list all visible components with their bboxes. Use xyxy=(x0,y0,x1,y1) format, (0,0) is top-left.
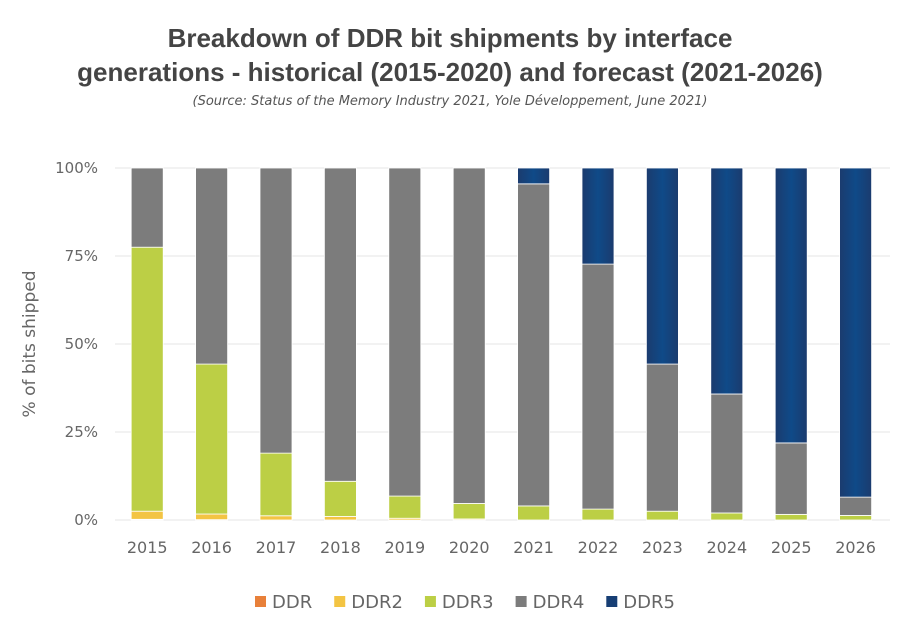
bar-ddr4 xyxy=(581,263,615,510)
bar-ddr5 xyxy=(646,167,679,365)
chart-title-line2: generations - historical (2015-2020) and… xyxy=(77,57,823,87)
bar-ddr3 xyxy=(452,503,486,520)
x-tick-label: 2026 xyxy=(835,538,876,557)
legend-swatch-ddr3 xyxy=(424,596,436,607)
y-tick-label: 100% xyxy=(55,159,98,177)
x-tick-label: 2017 xyxy=(256,538,297,557)
y-tick-label: 75% xyxy=(65,247,98,265)
y-tick-label: 0% xyxy=(74,511,98,529)
bar-ddr3 xyxy=(839,515,872,521)
x-tick-label: 2016 xyxy=(191,538,232,557)
bar-ddr5 xyxy=(774,167,808,444)
chart-subtitle: (Source: Status of the Memory Industry 2… xyxy=(192,94,708,109)
bar-ddr5 xyxy=(517,167,550,185)
bar-ddr3 xyxy=(130,246,164,512)
bar-ddr3 xyxy=(646,510,679,521)
y-tick-label: 25% xyxy=(65,423,98,441)
legend-label-ddr4: DDR4 xyxy=(533,592,585,613)
bar-ddr3 xyxy=(323,480,357,517)
x-tick-label: 2021 xyxy=(513,538,554,557)
bar-ddr5 xyxy=(839,167,872,498)
x-tick-label: 2018 xyxy=(320,538,361,557)
bar-ddr3 xyxy=(259,452,293,517)
bar-ddr4 xyxy=(259,167,293,454)
bar-ddr3 xyxy=(710,512,744,521)
legend-swatch-ddr4 xyxy=(515,596,527,607)
chart-title-line1: Breakdown of DDR bit shipments by interf… xyxy=(167,23,733,53)
x-tick-label: 2015 xyxy=(127,538,168,557)
x-tick-label: 2023 xyxy=(642,538,683,557)
legend-swatch-ddr xyxy=(255,596,266,607)
x-tick-label: 2022 xyxy=(578,538,619,557)
bar-ddr3 xyxy=(774,513,808,521)
bar-ddr5 xyxy=(581,167,615,265)
bar-ddr4 xyxy=(130,167,164,248)
bar-ddr3 xyxy=(388,495,422,519)
bar-ddr4 xyxy=(517,183,550,507)
bar-ddr2 xyxy=(323,516,357,521)
x-tick-label: 2025 xyxy=(771,538,812,557)
bar-ddr3 xyxy=(517,505,550,521)
legend-label-ddr5: DDR5 xyxy=(623,592,675,613)
bar-ddr4 xyxy=(774,442,808,515)
bar-ddr4 xyxy=(839,496,872,516)
legend-swatch-ddr2 xyxy=(334,596,346,607)
legend-label-ddr: DDR xyxy=(272,592,312,613)
bar-ddr2 xyxy=(259,515,293,521)
bar-ddr4 xyxy=(452,167,486,504)
bar-ddr2 xyxy=(130,510,164,520)
x-tick-label: 2019 xyxy=(384,538,425,557)
x-tick-label: 2024 xyxy=(706,538,747,557)
bar-ddr2 xyxy=(195,513,229,521)
legend-label-ddr3: DDR3 xyxy=(442,592,494,613)
y-axis-label: % of bits shipped xyxy=(20,271,40,418)
bar-ddr3 xyxy=(195,363,229,515)
y-tick-label: 50% xyxy=(65,335,98,353)
bar-ddr3 xyxy=(581,508,615,521)
bar-ddr4 xyxy=(323,167,357,482)
bar-ddr4 xyxy=(646,363,679,512)
bar-ddr4 xyxy=(388,167,422,497)
x-tick-label: 2020 xyxy=(449,538,490,557)
legend-swatch-ddr5 xyxy=(606,596,618,607)
bar-ddr4 xyxy=(710,393,744,514)
bar-ddr4 xyxy=(195,167,229,365)
bar-ddr5 xyxy=(710,167,744,395)
legend-label-ddr2: DDR2 xyxy=(351,592,403,613)
